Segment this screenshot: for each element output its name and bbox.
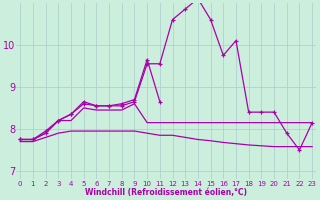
X-axis label: Windchill (Refroidissement éolien,°C): Windchill (Refroidissement éolien,°C) <box>85 188 247 197</box>
